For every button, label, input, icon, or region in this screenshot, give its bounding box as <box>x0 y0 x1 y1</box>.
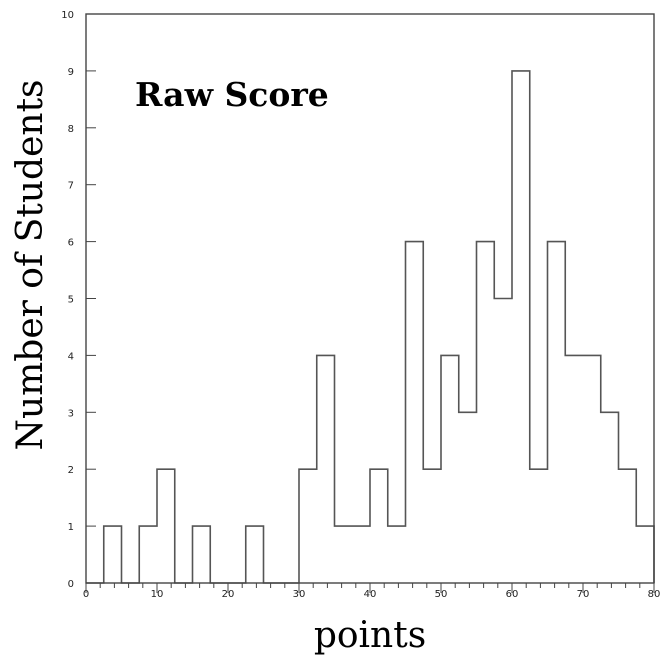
y-axis-label: Number of Students <box>10 79 51 450</box>
x-axis-ticks: 0 10 20 30 40 50 60 70 80 <box>83 583 661 600</box>
x-tick-label: 10 <box>151 589 164 600</box>
x-tick-label: 50 <box>435 589 448 600</box>
x-tick-label: 70 <box>577 589 590 600</box>
x-tick-label: 40 <box>364 589 377 600</box>
chart-title: Raw Score <box>135 75 329 114</box>
x-tick-label: 60 <box>506 589 519 600</box>
y-tick-label: 5 <box>68 295 74 306</box>
y-tick-label: 3 <box>68 408 74 419</box>
y-tick-label: 0 <box>68 579 74 590</box>
y-tick-label: 9 <box>68 67 74 78</box>
y-tick-label: 6 <box>68 238 74 249</box>
y-tick-label: 7 <box>68 181 74 192</box>
y-tick-label: 1 <box>68 522 74 533</box>
x-tick-label: 0 <box>83 589 89 600</box>
y-tick-label: 4 <box>68 351 74 362</box>
y-tick-label: 2 <box>68 465 74 476</box>
x-axis-label: points <box>314 615 426 656</box>
x-tick-label: 30 <box>293 589 306 600</box>
y-tick-label: 10 <box>61 10 74 21</box>
x-tick-label: 20 <box>222 589 235 600</box>
plot-frame <box>85 13 655 584</box>
y-tick-label: 8 <box>68 124 74 135</box>
y-axis-ticks: 0 1 2 3 4 5 6 7 8 9 10 <box>61 10 96 590</box>
x-tick-label: 80 <box>648 589 661 600</box>
histogram-outline <box>86 70 655 584</box>
